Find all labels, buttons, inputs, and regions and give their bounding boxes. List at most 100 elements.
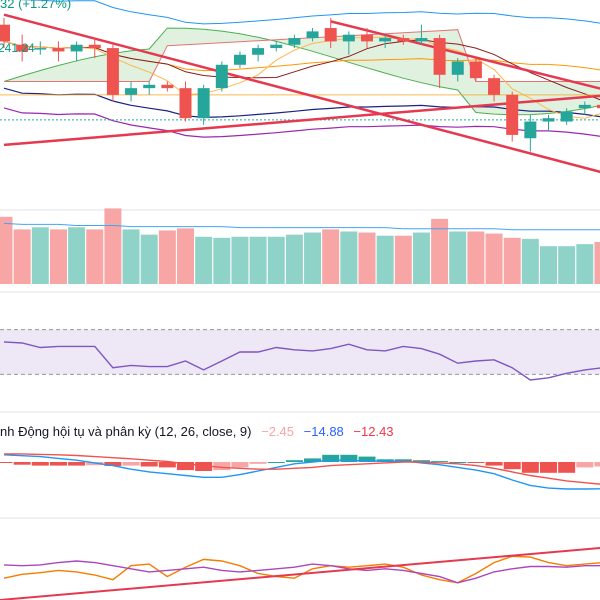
- candle: [161, 81, 174, 92]
- candle-body: [506, 94, 519, 135]
- rsi-pane[interactable]: [0, 329, 600, 381]
- candle: [270, 41, 283, 52]
- macd-histogram-bar: [576, 462, 594, 468]
- candle: [451, 58, 464, 82]
- candle: [88, 38, 101, 59]
- volume-bar: [177, 228, 194, 284]
- candle-body: [451, 61, 464, 75]
- macd-legend-macd-value: −14.88: [303, 424, 344, 439]
- volume-bar: [376, 235, 394, 284]
- volume-bar: [322, 229, 340, 284]
- macd-histogram-bar: [412, 460, 430, 462]
- stochastic-d-line: [3, 560, 600, 584]
- macd-histogram-bar: [104, 462, 122, 466]
- macd-histogram-bar: [49, 462, 67, 466]
- candle-body: [215, 64, 228, 89]
- volume-bar: [13, 229, 31, 284]
- macd-histogram-bar: [13, 462, 31, 465]
- candle: [379, 34, 392, 49]
- candle: [560, 108, 573, 125]
- macd-histogram-bar: [86, 462, 104, 466]
- candle: [506, 91, 519, 142]
- candle-body: [0, 24, 10, 42]
- candle: [488, 74, 501, 102]
- price-level-label: 241.24: [0, 41, 35, 55]
- volume-bar: [358, 232, 376, 284]
- macd-histogram-bar: [122, 462, 140, 466]
- ichimoku-span-b: [4, 29, 600, 82]
- candle-body: [488, 78, 501, 95]
- candle: [125, 81, 138, 102]
- macd-histogram-bar: [68, 462, 86, 466]
- candle-body: [197, 88, 210, 119]
- macd-signal-line: [4, 453, 600, 485]
- volume-bar: [521, 238, 539, 284]
- volume-bar: [340, 231, 358, 284]
- macd-legend-name: nh Động hội tụ và phân kỳ (12, 26, close…: [0, 424, 252, 439]
- volume-bar: [104, 208, 122, 284]
- candle-body: [560, 111, 573, 122]
- candle-body: [233, 54, 246, 65]
- volume-bar: [158, 230, 176, 284]
- candle: [143, 81, 156, 95]
- volume-average-line: [3, 222, 600, 231]
- volume-bar: [540, 246, 557, 284]
- macd-legend: nh Động hội tụ và phân kỳ (12, 26, close…: [0, 424, 400, 439]
- volume-bar: [49, 229, 67, 284]
- candle: [106, 44, 119, 102]
- candle: [0, 18, 10, 49]
- candle: [306, 28, 319, 42]
- candle-body: [125, 88, 138, 95]
- macd-histogram-bar: [31, 462, 49, 466]
- ma10-line: [3, 39, 600, 101]
- macd-histogram-bar: [285, 460, 303, 462]
- candle: [233, 51, 246, 69]
- candle-body: [542, 118, 555, 122]
- macd-histogram-bar: [231, 462, 249, 468]
- volume-bar: [195, 236, 213, 284]
- macd-histogram-bar: [249, 462, 267, 464]
- macd-histogram-bar: [467, 462, 485, 463]
- macd-pane[interactable]: [0, 453, 600, 490]
- macd-histogram-bar: [267, 462, 285, 463]
- candle-body: [469, 61, 482, 79]
- price-pane[interactable]: [0, 0, 600, 175]
- volume-bar: [231, 236, 249, 284]
- volume-bar: [31, 227, 49, 284]
- candle: [16, 34, 29, 62]
- candle: [215, 61, 228, 92]
- volume-bar: [0, 216, 13, 284]
- candle: [324, 18, 337, 49]
- candle-body: [52, 48, 65, 52]
- candle-body: [379, 38, 392, 42]
- bollinger-upper-line: [21, 0, 600, 25]
- candle-body: [252, 48, 265, 55]
- candle-body: [397, 38, 410, 42]
- volume-bar: [249, 236, 267, 284]
- candle: [34, 41, 47, 55]
- candle-body: [161, 84, 174, 89]
- stochastic-pane[interactable]: [0, 547, 600, 600]
- candle-body: [106, 48, 119, 95]
- background-layer: [0, 209, 600, 519]
- candle: [288, 34, 301, 49]
- volume-bar: [304, 232, 322, 284]
- candle-body: [179, 88, 192, 119]
- volume-bar: [140, 234, 158, 284]
- volume-bar: [412, 232, 430, 284]
- ma-long-line: [3, 107, 600, 138]
- volume-bar: [267, 236, 285, 284]
- candle: [197, 84, 210, 125]
- candle-body: [288, 38, 301, 45]
- macd-line: [3, 454, 600, 490]
- candle-body: [433, 38, 446, 75]
- macd-legend-histogram-value: −2.45: [261, 424, 295, 439]
- macd-histogram-bar: [449, 462, 467, 463]
- macd-histogram-bar: [503, 462, 521, 470]
- volume-bar: [485, 233, 503, 284]
- volume-pane[interactable]: [0, 208, 600, 284]
- candle-body: [70, 44, 83, 52]
- rsi-line: [3, 341, 600, 381]
- macd-histogram-bar: [485, 462, 503, 466]
